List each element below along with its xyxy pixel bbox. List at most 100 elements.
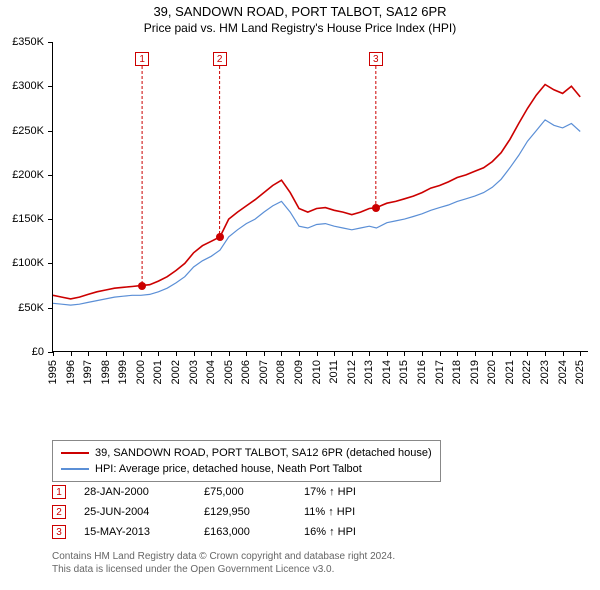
footer-attribution: Contains HM Land Registry data © Crown c…: [52, 550, 395, 576]
x-axis-label: 2011: [328, 360, 340, 384]
y-tick: [48, 42, 53, 43]
x-axis-label: 2005: [223, 360, 235, 384]
x-axis-label: 2023: [539, 360, 551, 384]
x-tick: [299, 351, 300, 356]
x-axis-label: 2002: [170, 360, 182, 384]
x-tick: [229, 351, 230, 356]
x-tick: [475, 351, 476, 356]
x-axis-label: 2012: [346, 360, 358, 384]
x-axis-label: 2022: [521, 360, 533, 384]
x-axis-label: 2015: [398, 360, 410, 384]
sales-row-price: £163,000: [204, 526, 304, 538]
legend-row: HPI: Average price, detached house, Neat…: [61, 461, 432, 477]
x-tick: [527, 351, 528, 356]
x-tick: [158, 351, 159, 356]
y-tick: [48, 131, 53, 132]
x-tick: [563, 351, 564, 356]
x-axis-label: 2019: [469, 360, 481, 384]
x-tick: [176, 351, 177, 356]
sales-row-price: £75,000: [204, 486, 304, 498]
sale-dot: [216, 233, 224, 241]
x-axis-label: 2014: [381, 360, 393, 384]
x-axis-label: 2000: [135, 360, 147, 384]
x-tick: [71, 351, 72, 356]
sales-row-date: 28-JAN-2000: [84, 486, 204, 498]
y-axis-label: £300K: [12, 80, 44, 92]
x-axis-label: 1997: [82, 360, 94, 384]
y-tick: [48, 175, 53, 176]
x-tick: [352, 351, 353, 356]
y-axis-label: £0: [32, 346, 44, 358]
y-axis-label: £200K: [12, 169, 44, 181]
sales-row-date: 15-MAY-2013: [84, 526, 204, 538]
x-axis-label: 2009: [293, 360, 305, 384]
sales-row-marker: 3: [52, 525, 66, 539]
sales-table: 128-JAN-2000£75,00017% ↑ HPI225-JUN-2004…: [52, 482, 394, 542]
legend-label: 39, SANDOWN ROAD, PORT TALBOT, SA12 6PR …: [95, 447, 432, 459]
x-axis-label: 1996: [65, 360, 77, 384]
y-axis-label: £350K: [12, 36, 44, 48]
x-tick: [246, 351, 247, 356]
chart-subtitle: Price paid vs. HM Land Registry's House …: [0, 21, 600, 35]
legend-label: HPI: Average price, detached house, Neat…: [95, 463, 362, 475]
series-property: [53, 85, 580, 299]
x-tick: [281, 351, 282, 356]
x-tick: [123, 351, 124, 356]
footer-line1: Contains HM Land Registry data © Crown c…: [52, 550, 395, 563]
x-axis-label: 2008: [275, 360, 287, 384]
x-tick: [334, 351, 335, 356]
sales-row-pct: 11% ↑ HPI: [304, 506, 394, 518]
x-tick: [88, 351, 89, 356]
x-axis-label: 2013: [363, 360, 375, 384]
sale-marker-box: 3: [369, 52, 383, 66]
y-axis-label: £250K: [12, 125, 44, 137]
legend-row: 39, SANDOWN ROAD, PORT TALBOT, SA12 6PR …: [61, 445, 432, 461]
x-tick: [194, 351, 195, 356]
y-axis-label: £50K: [18, 302, 44, 314]
x-axis-label: 2025: [574, 360, 586, 384]
legend-box: 39, SANDOWN ROAD, PORT TALBOT, SA12 6PR …: [52, 440, 441, 482]
x-tick: [545, 351, 546, 356]
x-tick: [510, 351, 511, 356]
x-tick: [404, 351, 405, 356]
chart-title: 39, SANDOWN ROAD, PORT TALBOT, SA12 6PR: [0, 4, 600, 19]
x-axis-label: 2018: [451, 360, 463, 384]
legend-swatch: [61, 452, 89, 454]
sales-row-pct: 16% ↑ HPI: [304, 526, 394, 538]
x-tick: [440, 351, 441, 356]
x-axis-label: 2016: [416, 360, 428, 384]
x-tick: [387, 351, 388, 356]
x-tick: [580, 351, 581, 356]
title-area: 39, SANDOWN ROAD, PORT TALBOT, SA12 6PR …: [0, 0, 600, 35]
x-axis-label: 1995: [47, 360, 59, 384]
chart-lines: [53, 42, 589, 352]
legend-swatch: [61, 468, 89, 470]
y-tick: [48, 86, 53, 87]
sales-row: 3 15-MAY-2013£163,00016% ↑ HPI: [52, 522, 394, 542]
plot-area: 123: [52, 42, 588, 352]
x-axis-label: 2003: [188, 360, 200, 384]
sales-row-date: 25-JUN-2004: [84, 506, 204, 518]
sales-row-marker: 1: [52, 485, 66, 499]
x-axis-label: 2020: [486, 360, 498, 384]
x-axis-label: 2024: [557, 360, 569, 384]
x-tick: [422, 351, 423, 356]
sale-dot: [138, 282, 146, 290]
x-tick: [317, 351, 318, 356]
sales-row-price: £129,950: [204, 506, 304, 518]
y-axis-label: £100K: [12, 257, 44, 269]
series-hpi: [53, 120, 580, 305]
chart-wrap: 123 £0£50K£100K£150K£200K£250K£300K£350K…: [8, 42, 592, 392]
x-tick: [457, 351, 458, 356]
sale-marker-box: 2: [213, 52, 227, 66]
sales-row-pct: 17% ↑ HPI: [304, 486, 394, 498]
x-tick: [106, 351, 107, 356]
sale-dot: [372, 204, 380, 212]
x-tick: [53, 351, 54, 356]
y-tick: [48, 219, 53, 220]
x-axis-label: 1999: [117, 360, 129, 384]
footer-line2: This data is licensed under the Open Gov…: [52, 563, 395, 576]
x-tick: [211, 351, 212, 356]
x-axis-label: 1998: [100, 360, 112, 384]
y-axis-label: £150K: [12, 213, 44, 225]
